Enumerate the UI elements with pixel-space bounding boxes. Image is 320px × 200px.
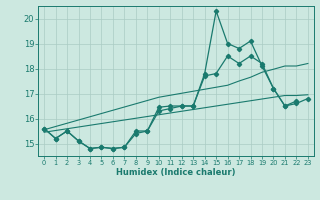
X-axis label: Humidex (Indice chaleur): Humidex (Indice chaleur): [116, 168, 236, 177]
